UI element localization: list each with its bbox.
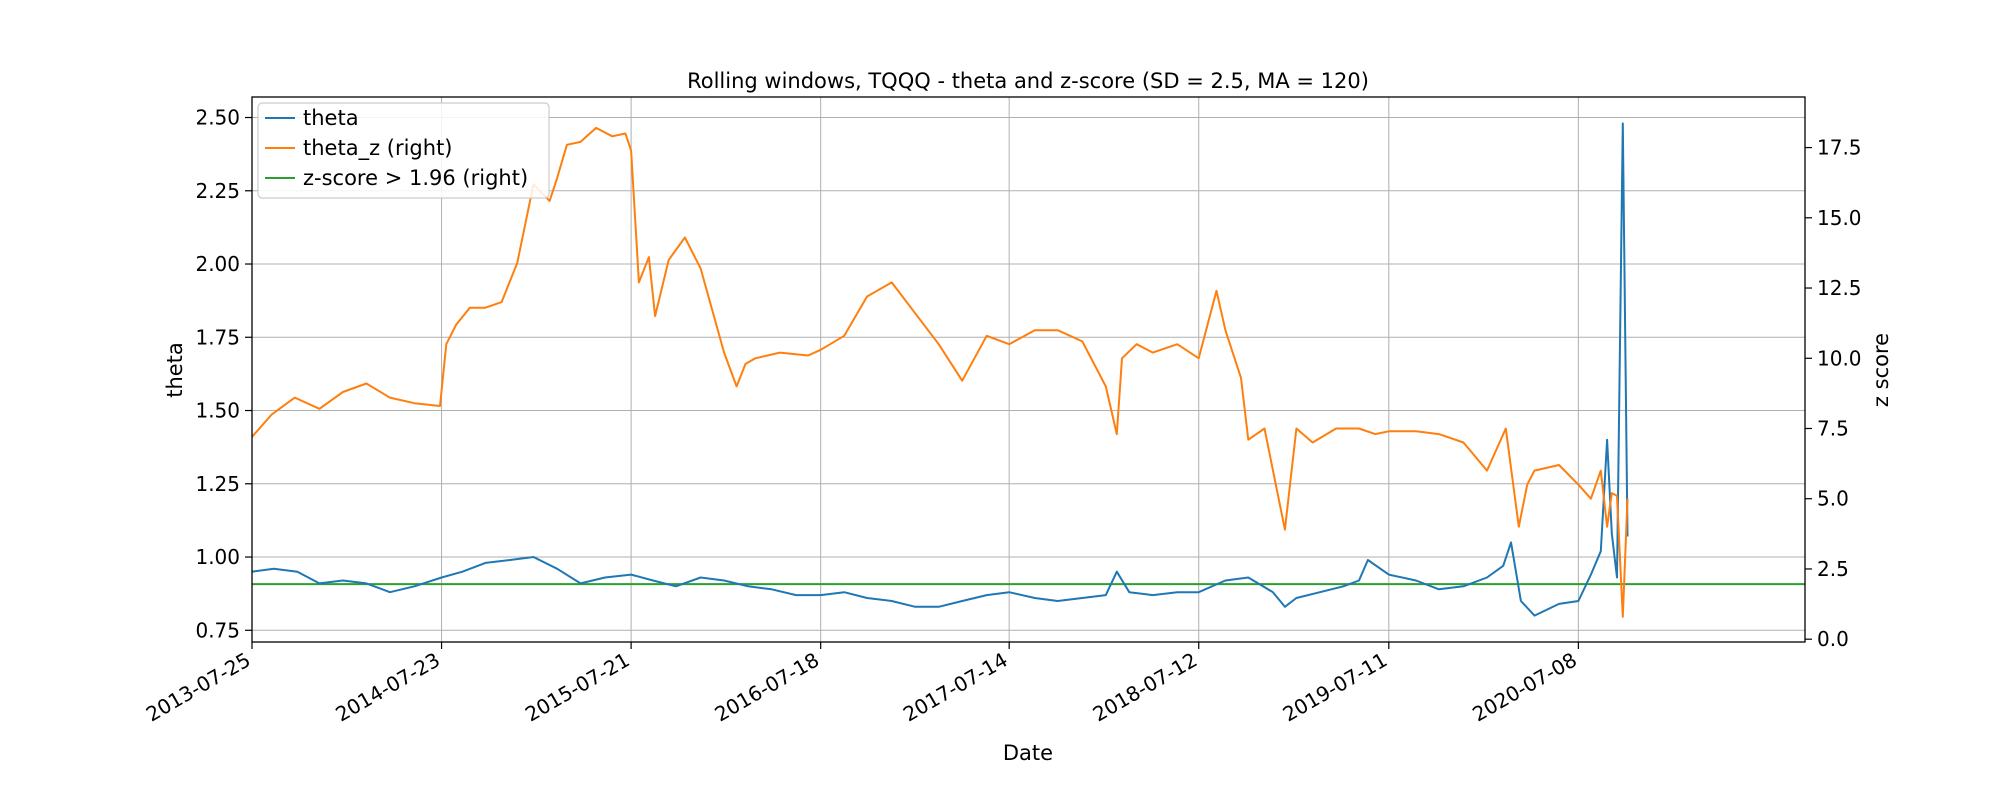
legend-box <box>257 102 550 199</box>
theta-line <box>251 122 1629 617</box>
y-axis-left: 0.75 1.00 1.25 1.50 1.75 2.00 2.25 2.50 <box>195 106 252 642</box>
y2-tick-label: 15.0 <box>1817 206 1862 230</box>
chart-title: Rolling windows, TQQQ - theta and z-scor… <box>687 69 1369 93</box>
y-tick-label: 0.75 <box>195 618 240 642</box>
y2-tick-label: 7.5 <box>1817 416 1849 440</box>
legend: theta theta_z (right) z-score > 1.96 (ri… <box>257 102 550 199</box>
y-tick-label: 1.50 <box>195 399 240 423</box>
legend-label-threshold: z-score > 1.96 (right) <box>303 166 528 190</box>
plot-frame <box>251 96 1806 643</box>
y-tick-label: 2.25 <box>195 179 240 203</box>
y-tick-label: 2.00 <box>195 252 240 276</box>
y2-tick-label: 2.5 <box>1817 557 1849 581</box>
y-axis-right: 0.0 2.5 5.0 7.5 10.0 12.5 15.0 17.5 <box>1805 136 1862 651</box>
y-axis-label-right: z score <box>1869 333 1893 407</box>
y-tick-label: 2.50 <box>195 106 240 130</box>
y2-tick-label: 17.5 <box>1817 136 1862 160</box>
y-tick-label: 1.75 <box>195 325 240 349</box>
legend-label-theta: theta <box>303 106 359 130</box>
theta-z-line <box>251 126 1629 618</box>
y2-tick-label: 10.0 <box>1817 346 1862 370</box>
y2-tick-label: 5.0 <box>1817 487 1849 511</box>
y-axis-label-left: theta <box>163 342 187 398</box>
x-axis-label: Date <box>1003 741 1053 765</box>
y2-tick-label: 0.0 <box>1817 627 1849 651</box>
legend-label-theta-z: theta_z (right) <box>303 136 453 161</box>
y-tick-label: 1.00 <box>195 545 240 569</box>
y-tick-label: 1.25 <box>195 472 240 496</box>
y2-tick-label: 12.5 <box>1817 276 1862 300</box>
plot-lines <box>251 122 1805 618</box>
